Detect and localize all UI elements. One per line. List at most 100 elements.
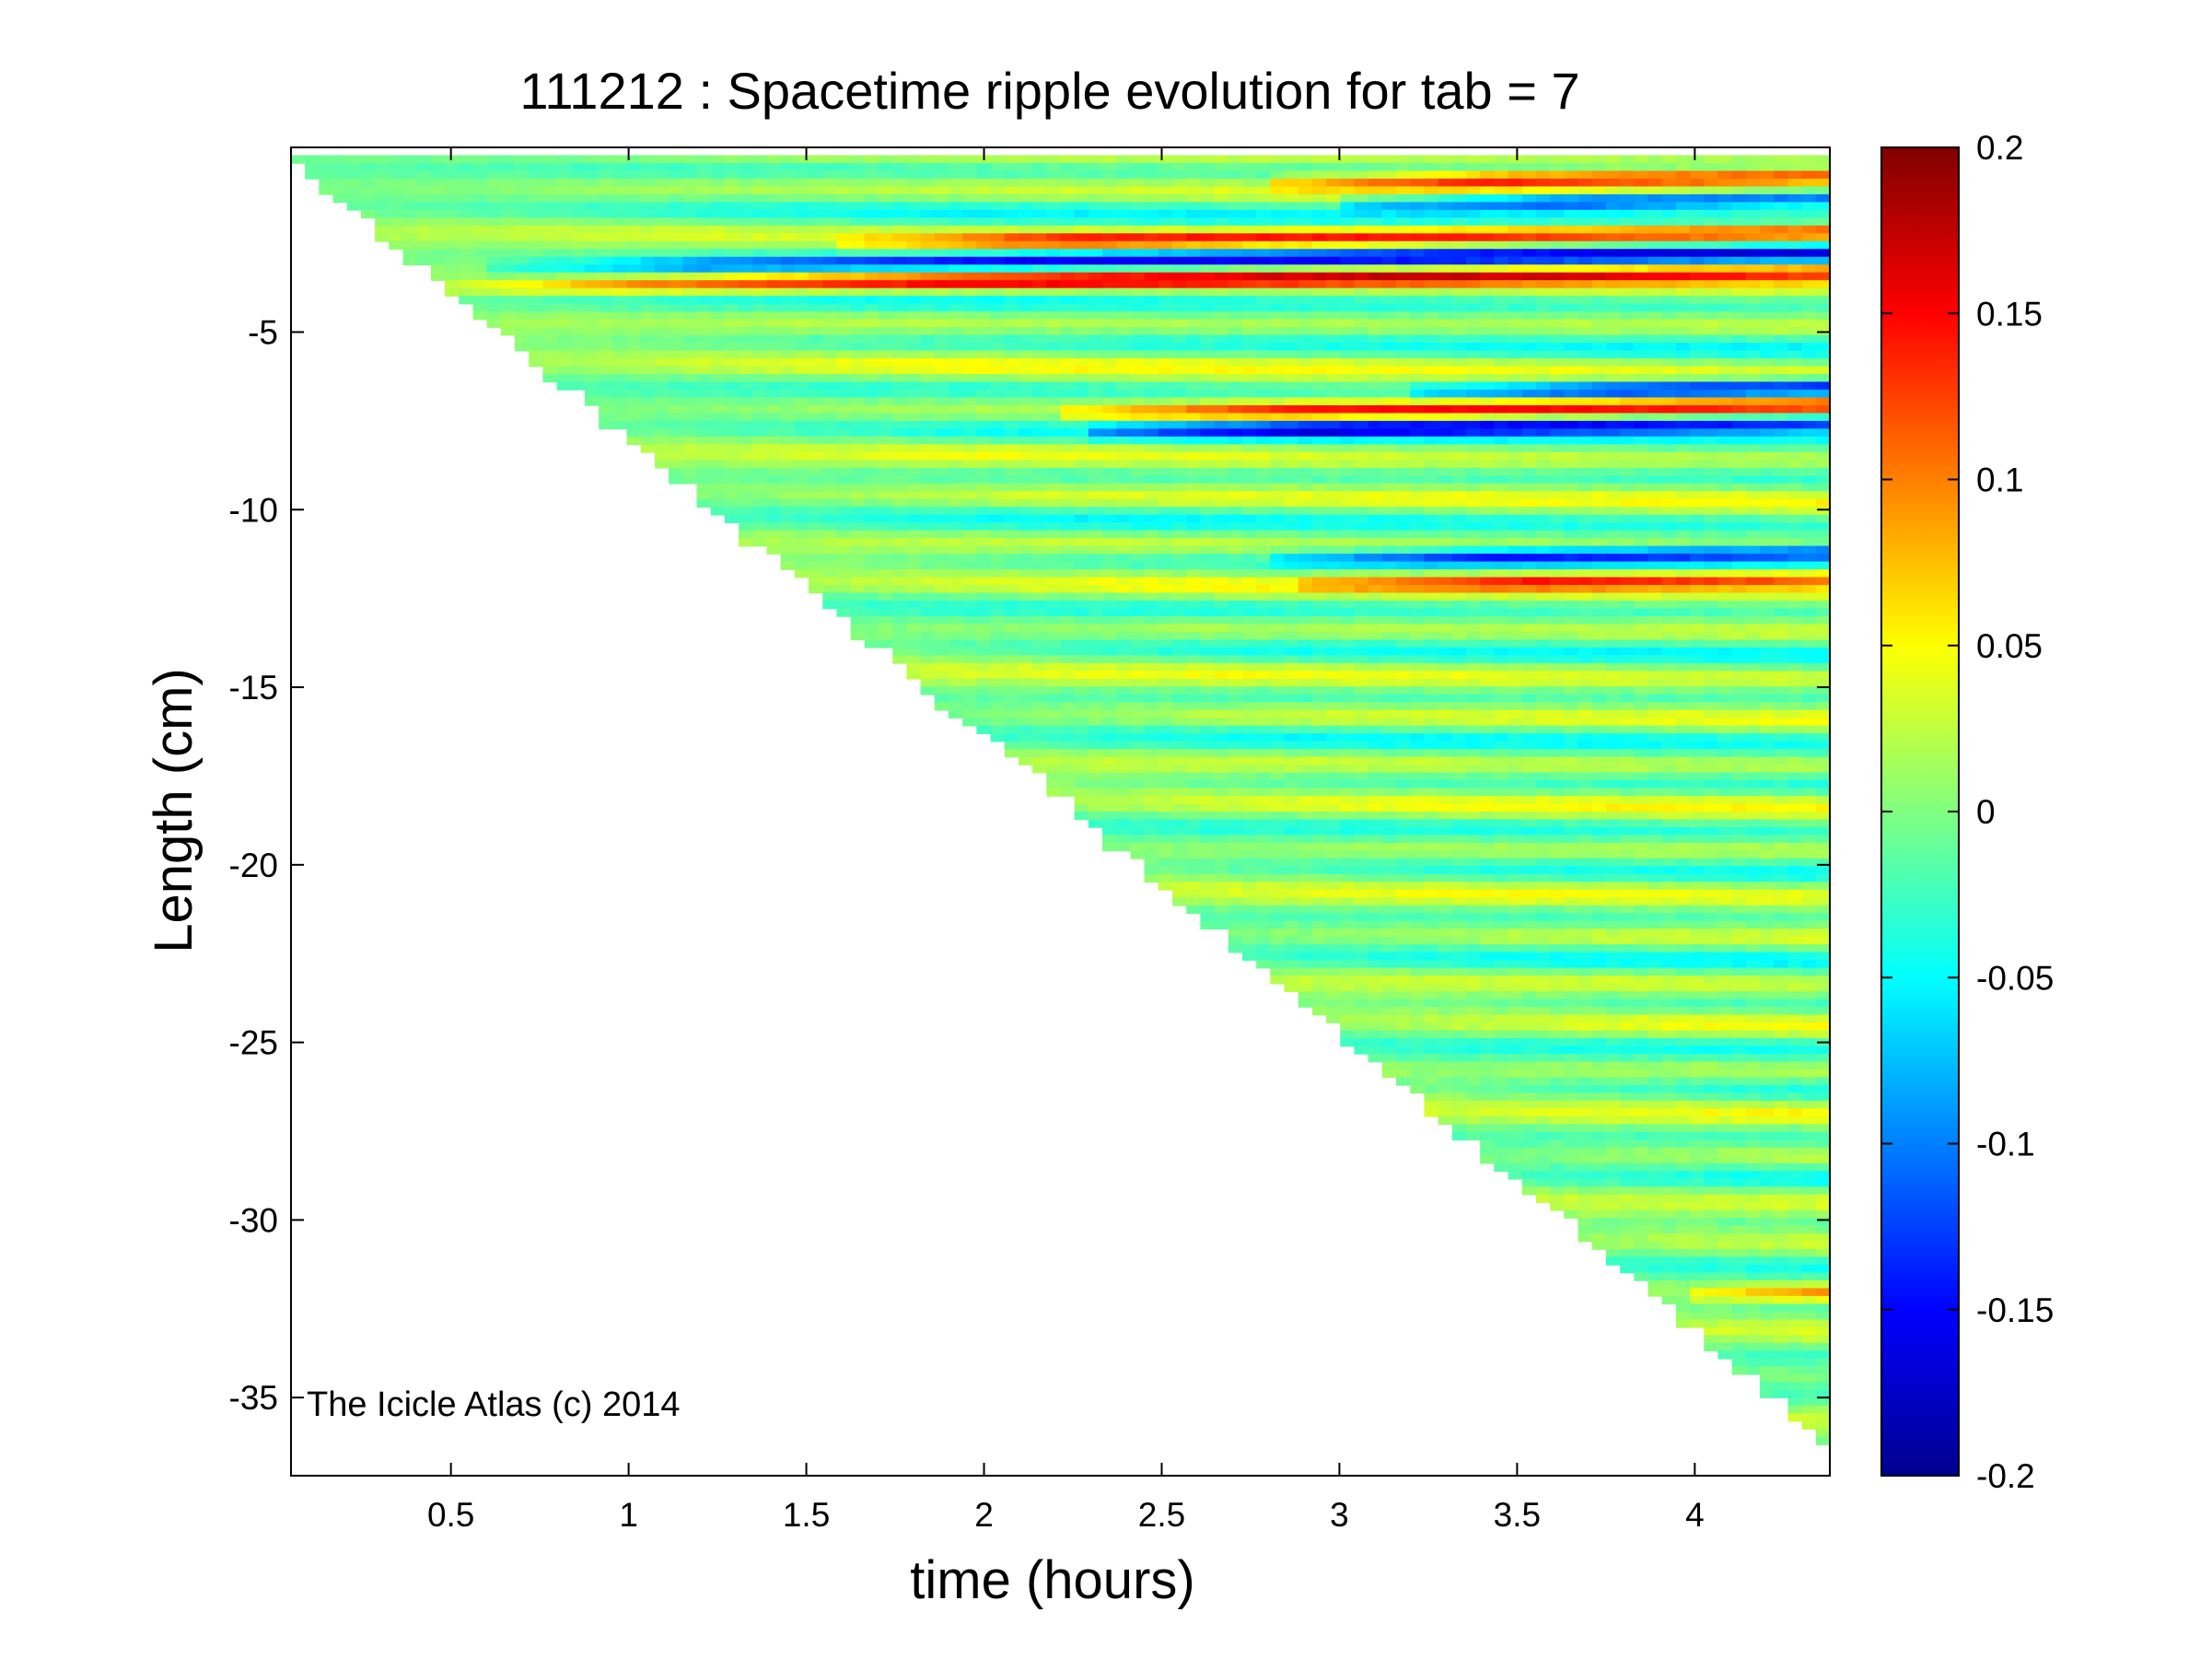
heatmap-cell — [809, 413, 824, 422]
heatmap-cell — [752, 178, 768, 188]
heatmap-cell — [1381, 327, 1397, 336]
heatmap-cell — [794, 451, 809, 461]
heatmap-cell — [360, 178, 376, 188]
heatmap-cell — [1186, 155, 1202, 164]
heatmap-cell — [724, 193, 739, 204]
heatmap-cell — [1396, 389, 1412, 399]
heatmap-cell — [1396, 662, 1412, 672]
heatmap-cell — [766, 507, 782, 516]
heatmap-cell — [1186, 842, 1202, 852]
heatmap-cell — [892, 436, 908, 446]
heatmap-cell — [892, 600, 908, 610]
heatmap-cell — [794, 358, 809, 368]
heatmap-cell — [780, 350, 796, 359]
heatmap-cell — [780, 264, 796, 274]
heatmap-cell — [1032, 287, 1048, 297]
heatmap-cell — [1368, 233, 1383, 242]
heatmap-cell — [766, 287, 782, 297]
heatmap-cell — [445, 170, 460, 180]
heatmap-cell — [934, 280, 949, 289]
heatmap-cell — [1326, 451, 1342, 461]
heatmap-cell — [1424, 249, 1439, 258]
heatmap-cell — [920, 671, 936, 680]
heatmap-cell — [990, 561, 1006, 570]
heatmap-cell — [640, 264, 656, 274]
heatmap-cell — [1116, 842, 1132, 852]
heatmap-cell — [794, 170, 809, 180]
heatmap-cell — [892, 287, 908, 297]
heatmap-cell — [1270, 202, 1286, 211]
heatmap-cell — [529, 311, 544, 321]
heatmap-cell — [962, 381, 978, 391]
heatmap-cell — [1102, 389, 1118, 399]
heatmap-cell — [585, 303, 600, 312]
heatmap-cell — [682, 350, 698, 359]
heatmap-cell — [990, 577, 1006, 586]
heatmap-cell — [1060, 577, 1076, 586]
heatmap-cell — [1256, 577, 1272, 586]
heatmap-cell — [445, 280, 460, 289]
heatmap-cell — [1046, 585, 1062, 594]
heatmap-cell — [990, 296, 1006, 305]
heatmap-cell — [654, 334, 669, 344]
heatmap-cell — [1241, 327, 1257, 336]
heatmap-cell — [1381, 428, 1397, 438]
heatmap-cell — [850, 538, 866, 547]
heatmap-cell — [780, 373, 796, 383]
heatmap-cell — [948, 366, 963, 375]
heatmap-cell — [1354, 514, 1369, 523]
heatmap-cell — [934, 420, 949, 430]
heatmap-cell — [1032, 483, 1048, 493]
heatmap-cell — [794, 162, 809, 172]
heatmap-cell — [1200, 741, 1216, 750]
heatmap-cell — [1381, 397, 1397, 406]
heatmap-cell — [1228, 475, 1243, 485]
heatmap-cell — [948, 162, 963, 172]
heatmap-cell — [836, 436, 852, 446]
heatmap-cell — [1214, 655, 1229, 664]
heatmap-cell — [1046, 498, 1062, 508]
heatmap-cell — [739, 225, 754, 235]
heatmap-cell — [934, 249, 949, 258]
heatmap-cell — [1158, 327, 1173, 336]
heatmap-cell — [1116, 530, 1132, 539]
heatmap-cell — [1172, 420, 1188, 430]
heatmap-cell — [836, 334, 852, 344]
heatmap-cell — [794, 327, 809, 336]
heatmap-cell — [585, 256, 600, 266]
heatmap-cell — [1396, 483, 1412, 493]
heatmap-cell — [1144, 725, 1159, 734]
heatmap-cell — [836, 397, 852, 406]
heatmap-cell — [1396, 796, 1412, 805]
heatmap-cell — [710, 366, 726, 375]
heatmap-cell — [1046, 491, 1062, 500]
heatmap-cell — [640, 249, 656, 258]
heatmap-cell — [626, 178, 642, 188]
heatmap-cell — [766, 451, 782, 461]
heatmap-cell — [1284, 577, 1299, 586]
heatmap-cell — [1032, 600, 1048, 610]
heatmap-cell — [1311, 772, 1327, 781]
heatmap-cell — [1424, 397, 1439, 406]
heatmap-cell — [1200, 264, 1216, 274]
heatmap-cell — [1326, 413, 1342, 422]
heatmap-cell — [696, 256, 712, 266]
heatmap-cell — [766, 444, 782, 453]
heatmap-cell — [626, 225, 642, 235]
heatmap-cell — [1214, 162, 1229, 172]
heatmap-cell — [1270, 569, 1286, 578]
heatmap-cell — [1326, 913, 1342, 922]
heatmap-cell — [1256, 397, 1272, 406]
heatmap-cell — [1298, 420, 1313, 430]
heatmap-cell — [1241, 280, 1257, 289]
heatmap-cell — [1130, 334, 1146, 344]
heatmap-cell — [1396, 545, 1412, 555]
heatmap-cell — [1130, 256, 1146, 266]
heatmap-cell — [1298, 451, 1313, 461]
heatmap-cell — [948, 249, 963, 258]
heatmap-cell — [1088, 788, 1103, 797]
heatmap-cell — [739, 373, 754, 383]
heatmap-cell — [1144, 647, 1159, 657]
heatmap-cell — [1088, 303, 1103, 312]
heatmap-cell — [1060, 389, 1076, 399]
